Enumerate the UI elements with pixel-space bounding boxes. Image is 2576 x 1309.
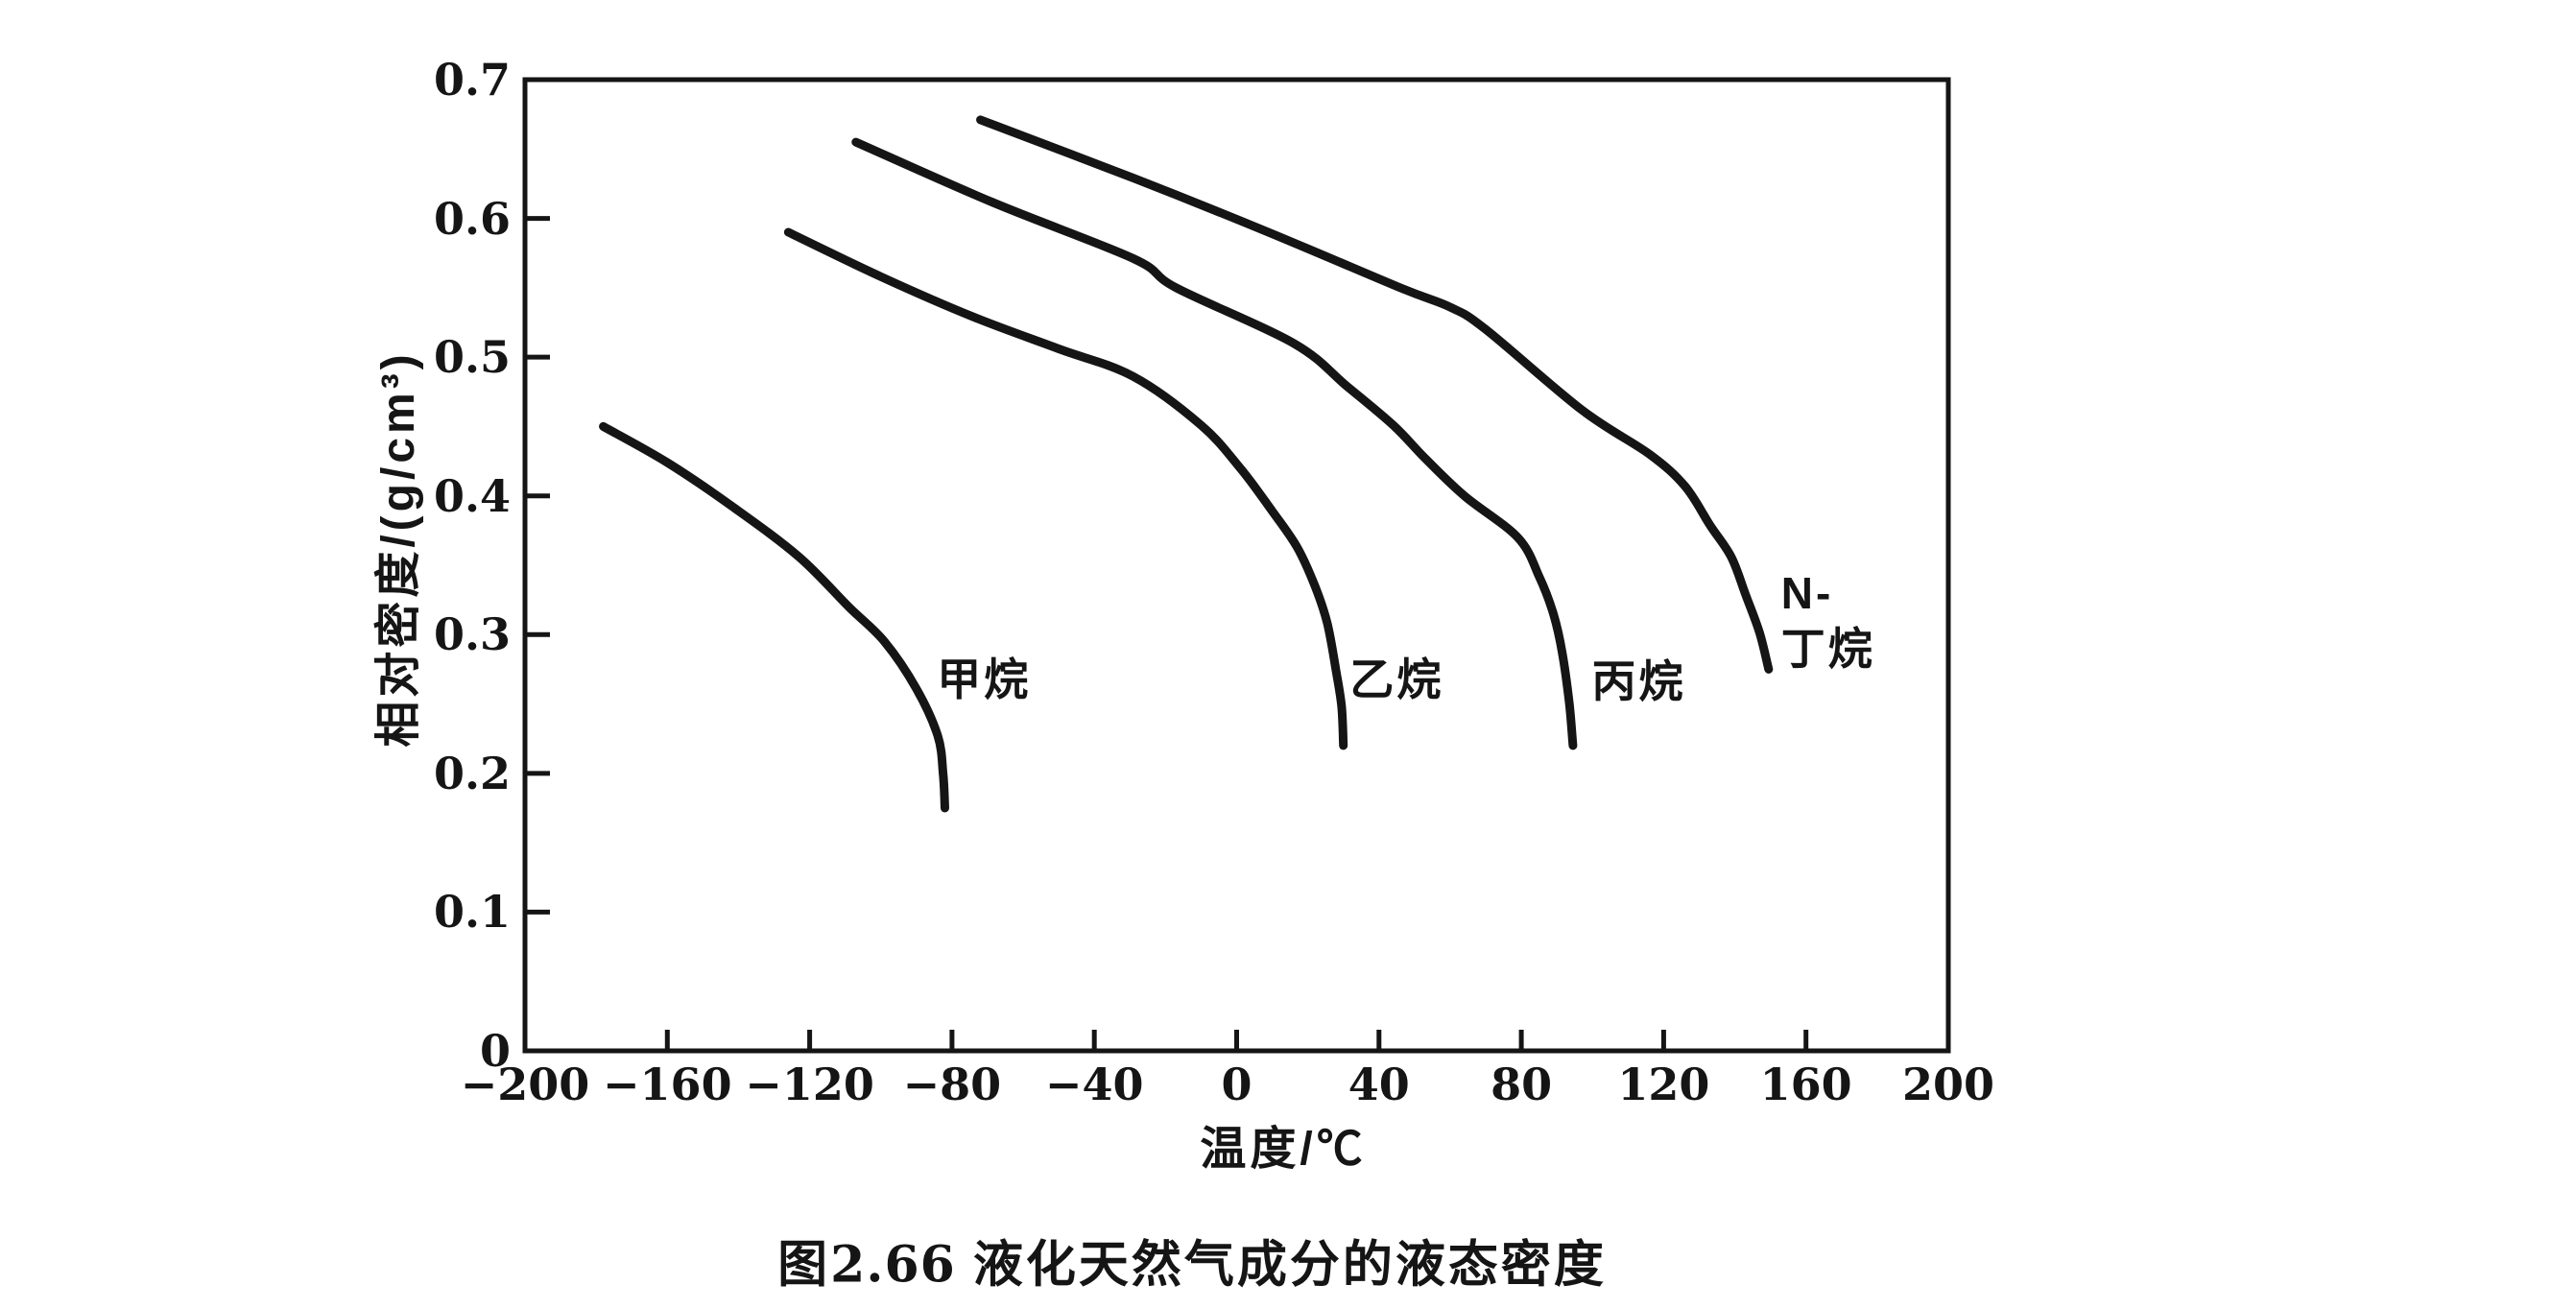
x-tick-label-80: 80: [1491, 1059, 1553, 1110]
x-tick-label--40: −40: [1044, 1059, 1144, 1110]
x-tick-label--160: −160: [603, 1059, 732, 1110]
series-label-丙烷: 丙烷: [1591, 656, 1686, 707]
figure-caption-number: 2.66: [830, 1235, 956, 1295]
x-tick-label-160: 160: [1759, 1059, 1852, 1110]
x-tick-label-40: 40: [1348, 1059, 1410, 1110]
y-tick-label-0.2: 0.2: [433, 747, 511, 799]
x-tick-label-0: 0: [1221, 1059, 1252, 1110]
series-label-甲烷: 甲烷: [937, 654, 1032, 704]
x-tick-label-120: 120: [1617, 1059, 1710, 1110]
x-tick-label--80: −80: [902, 1059, 1002, 1110]
y-tick-label-0.1: 0.1: [433, 886, 511, 939]
figure-caption: 图2.66 液化天然气成分的液态密度: [777, 1225, 1607, 1297]
x-axis-title: 温度/℃: [1200, 1124, 1367, 1175]
series-curve-甲烷: [599, 421, 949, 813]
series-curve-丙烷: [851, 137, 1578, 750]
x-tick-label--120: −120: [745, 1059, 874, 1110]
y-tick-label-0.7: 0.7: [433, 54, 511, 106]
x-tick-label-200: 200: [1901, 1059, 1995, 1110]
series-label-N-丁烷: N- 丁烷: [1780, 568, 1875, 674]
y-tick-label-0: 0: [479, 1025, 511, 1077]
figure-caption-title: 液化天然气成分的液态密度: [972, 1237, 1607, 1294]
y-tick-label-0.6: 0.6: [433, 192, 511, 245]
series-curve-乙烷: [783, 227, 1348, 750]
y-axis-title: 相对密度/(g/cm³): [373, 350, 424, 748]
y-tick-label-0.5: 0.5: [433, 331, 511, 384]
figure-caption-label: 图: [777, 1237, 831, 1294]
y-tick-label-0.3: 0.3: [433, 608, 511, 661]
x-tick-label--200: −200: [460, 1059, 590, 1110]
series-label-乙烷: 乙烷: [1349, 654, 1444, 704]
series-curve-N-丁烷: [976, 115, 1774, 674]
y-tick-label-0.4: 0.4: [433, 469, 511, 522]
